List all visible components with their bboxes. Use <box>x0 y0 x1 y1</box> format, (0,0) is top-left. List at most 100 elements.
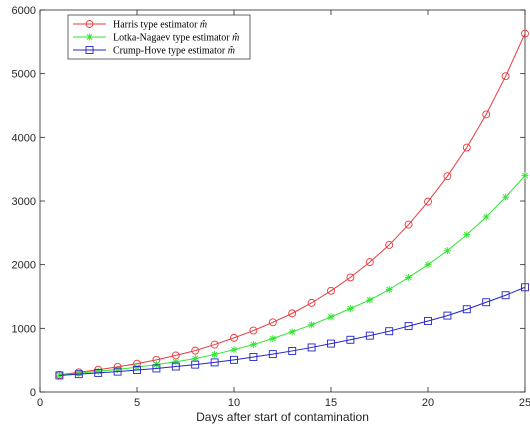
data-point <box>94 367 102 375</box>
x-tick-label: 5 <box>134 397 140 409</box>
data-point <box>521 29 529 38</box>
data-point <box>249 326 258 335</box>
y-tick-label: 2000 <box>12 260 36 272</box>
data-point <box>191 360 200 369</box>
data-point <box>268 318 277 327</box>
data-point <box>502 193 510 201</box>
data-point <box>424 197 432 206</box>
data-point <box>133 363 141 371</box>
data-point <box>385 285 393 293</box>
legend-label: Crump-Hove type estimator m̂ <box>113 46 235 57</box>
data-point <box>443 311 452 320</box>
data-point <box>75 369 83 377</box>
data-point <box>152 364 161 373</box>
legend-label-text: Harris type estimator <box>113 20 200 31</box>
series-line <box>59 175 526 376</box>
data-point <box>404 322 413 331</box>
series-2 <box>55 172 529 379</box>
data-point <box>405 273 413 281</box>
data-point <box>230 355 238 364</box>
legend-label-math: m̂ <box>200 20 207 31</box>
x-tick-label: 20 <box>422 397 434 409</box>
data-point <box>463 231 471 239</box>
legend: Harris type estimator m̂Lotka-Nagaev typ… <box>67 14 251 60</box>
x-tick-label: 15 <box>325 397 337 409</box>
ticks-layer: 0 5 10 15 20 25 0 1000 2000 3000 4000 5000 6000 <box>12 5 530 409</box>
data-point <box>327 339 335 348</box>
data-point <box>424 317 432 325</box>
data-point <box>327 313 335 321</box>
data-point <box>462 143 471 152</box>
data-point <box>307 298 316 307</box>
y-tick-label: 1000 <box>12 323 36 335</box>
data-point <box>249 341 257 349</box>
x-tick-label: 10 <box>228 397 240 409</box>
legend-label-text: Lotka-Nagaev type estimator <box>113 33 232 44</box>
data-point <box>74 370 83 379</box>
data-point <box>365 258 374 267</box>
data-point <box>211 350 219 358</box>
data-point <box>308 321 316 329</box>
data-point <box>521 283 529 292</box>
data-point <box>462 305 471 314</box>
data-point <box>424 261 432 269</box>
data-point <box>501 72 510 81</box>
data-point <box>404 220 413 229</box>
legend-marker <box>86 33 93 41</box>
y-tick-label: 5000 <box>12 69 36 81</box>
data-point <box>501 291 510 300</box>
y-tick-label: 3000 <box>12 196 36 208</box>
x-tick-label: 0 <box>37 397 43 409</box>
data-point <box>443 172 452 181</box>
data-point <box>385 327 394 336</box>
data-point <box>288 328 296 336</box>
data-point <box>365 331 374 340</box>
data-point <box>482 213 490 221</box>
series-1 <box>55 29 529 379</box>
data-point <box>249 353 258 361</box>
series-3 <box>55 283 529 380</box>
data-point <box>191 355 199 363</box>
y-tick-label: 0 <box>30 387 36 399</box>
data-point <box>288 309 297 318</box>
data-point <box>327 286 335 295</box>
y-tick-label: 6000 <box>12 5 36 17</box>
data-point <box>346 335 355 344</box>
data-point <box>482 298 491 307</box>
data-point <box>94 368 103 377</box>
series-layer <box>55 29 529 380</box>
legend-marker <box>85 46 94 54</box>
data-point <box>191 346 200 355</box>
data-point <box>55 371 64 380</box>
data-point <box>114 365 122 373</box>
legend-label: Lotka-Nagaev type estimator m̂ <box>113 33 239 44</box>
legend-marker <box>85 20 94 28</box>
data-point <box>172 358 180 366</box>
legend-label-math: m̂ <box>228 46 235 57</box>
data-point <box>521 172 529 180</box>
data-point <box>269 335 277 343</box>
data-point <box>171 362 180 371</box>
data-point <box>210 340 219 349</box>
legend-label-math: m̂ <box>232 33 239 44</box>
legend-label-text: Crump-Hove type estimator <box>113 46 228 57</box>
x-axis-label: Days after start of contamination <box>196 410 369 424</box>
data-point <box>133 366 141 374</box>
data-point <box>307 343 316 352</box>
data-point <box>113 367 122 376</box>
data-point <box>443 247 451 255</box>
data-point <box>385 240 394 249</box>
data-point <box>366 296 374 304</box>
series-line <box>59 33 526 376</box>
data-point <box>346 305 354 313</box>
data-point <box>346 273 355 282</box>
data-point <box>482 110 491 119</box>
data-point <box>210 358 219 367</box>
series-line <box>59 286 526 376</box>
data-point <box>230 346 238 354</box>
data-point <box>268 350 277 359</box>
data-point <box>230 333 238 342</box>
x-tick-label: 25 <box>519 397 530 409</box>
